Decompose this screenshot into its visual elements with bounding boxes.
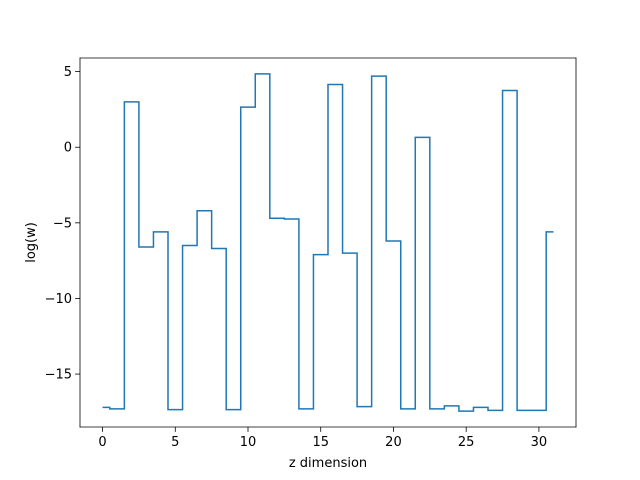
y-axis-ticks: −15 −10 −5 0 5 <box>45 65 80 383</box>
axes-frame <box>79 57 577 428</box>
y-tick-label: 0 <box>64 141 72 156</box>
y-axis-label: log(w) <box>24 222 39 263</box>
x-axis-label: z dimension <box>289 456 367 471</box>
x-tick-label: 15 <box>312 435 329 450</box>
y-tick-label: −5 <box>53 216 72 231</box>
y-tick-label: 5 <box>64 65 72 80</box>
x-tick-label: 25 <box>458 435 475 450</box>
series-line-0 <box>102 73 554 412</box>
x-tick-label: 30 <box>531 435 548 450</box>
y-tick-label: −10 <box>45 292 72 307</box>
x-tick-label: 10 <box>240 435 257 450</box>
plot-content <box>102 73 554 412</box>
y-tick-label: −15 <box>45 368 72 383</box>
x-tick-label: 0 <box>98 435 106 450</box>
x-tick-label: 20 <box>385 435 402 450</box>
x-axis-ticks: 0 5 10 15 20 25 30 <box>98 427 547 450</box>
x-tick-label: 5 <box>171 435 179 450</box>
